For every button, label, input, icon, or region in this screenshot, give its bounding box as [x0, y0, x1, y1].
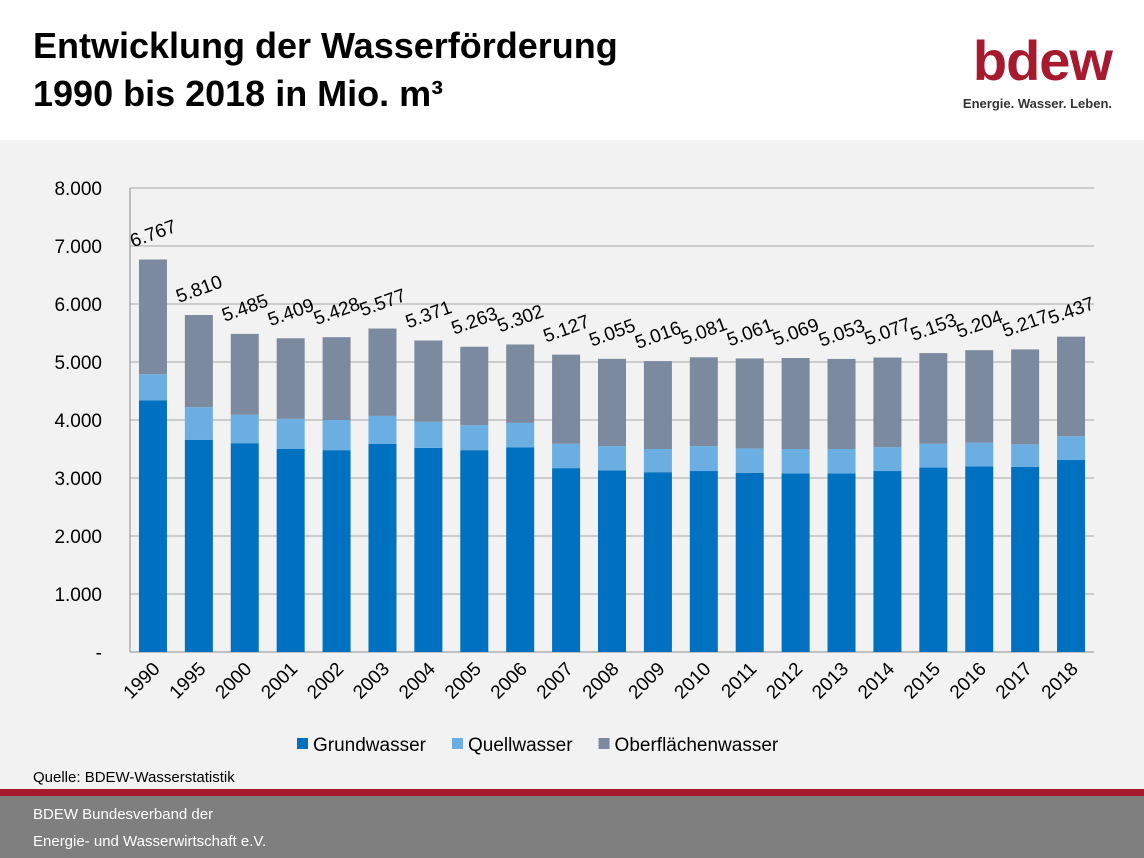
bar-segment — [230, 333, 259, 415]
bar-segment — [414, 421, 443, 448]
bar-segment — [414, 340, 443, 422]
bar-segment — [276, 338, 305, 419]
bar-segment — [827, 449, 856, 474]
legend-label: Quellwasser — [468, 735, 573, 756]
y-tick-label: 5.000 — [54, 353, 102, 374]
bar-segment — [322, 337, 351, 420]
footer: BDEW Bundesverband der — [33, 806, 213, 823]
bar-segment — [781, 449, 810, 474]
bar-segment — [735, 358, 764, 449]
bar-segment — [1011, 444, 1040, 467]
y-tick-label: - — [96, 643, 102, 664]
bar-segment — [460, 346, 489, 426]
bar-segment — [322, 450, 351, 652]
bar-segment — [873, 471, 902, 652]
bar-segment — [598, 446, 626, 471]
bar-segment — [965, 466, 994, 652]
bar-segment — [919, 467, 948, 652]
logo: bdew — [973, 29, 1114, 92]
bar-segment — [781, 357, 810, 449]
bar-segment — [184, 315, 213, 408]
bar-segment — [552, 354, 581, 444]
bar-segment — [735, 448, 764, 473]
bar-segment — [965, 442, 994, 467]
bar-segment — [598, 470, 626, 652]
bar-segment — [552, 443, 581, 469]
bar-segment — [919, 443, 948, 468]
bar-segment — [460, 450, 489, 652]
legend-swatch — [297, 738, 308, 749]
y-tick-label: 1.000 — [54, 585, 102, 606]
bar-segment — [368, 443, 397, 652]
bar-segment — [506, 344, 535, 423]
bar-segment — [368, 328, 397, 416]
source: Quelle: BDEW-Wasserstatistik — [33, 769, 235, 786]
y-tick-label: 2.000 — [54, 527, 102, 548]
bar-segment — [184, 407, 213, 440]
bar-segment — [643, 449, 672, 473]
bar-segment — [322, 420, 351, 451]
bar-segment — [965, 350, 994, 443]
bar-segment — [552, 468, 581, 652]
bar-segment — [414, 447, 443, 652]
bar-segment — [1057, 436, 1086, 461]
title: Entwicklung der Wasserförderung — [33, 25, 618, 66]
bar-segment — [873, 447, 902, 472]
bar-segment — [643, 361, 672, 449]
bar-segment — [781, 473, 810, 652]
legend-swatch — [598, 738, 610, 749]
y-tick-label: 3.000 — [54, 469, 102, 490]
bar-segment — [689, 446, 718, 472]
bar-segment — [827, 358, 856, 449]
footer: Energie- und Wasserwirtschaft e.V. — [33, 833, 266, 850]
bar-segment — [230, 414, 259, 444]
y-tick-label: 6.000 — [54, 295, 102, 316]
bar-segment — [276, 449, 305, 652]
bar-segment — [184, 439, 213, 652]
bar-segment — [919, 353, 948, 444]
bar-segment — [735, 472, 764, 652]
bar-segment — [460, 425, 489, 451]
bar-segment — [1011, 466, 1040, 652]
header-bg — [0, 0, 1144, 140]
bar-segment — [689, 357, 718, 447]
legend-label: Oberflächenwasser — [615, 735, 779, 756]
footer-bg — [0, 796, 1144, 858]
legend-swatch — [452, 738, 463, 749]
y-tick-label: 4.000 — [54, 411, 102, 432]
bar-segment — [138, 374, 167, 401]
bar-segment — [1057, 460, 1086, 652]
bar-segment — [598, 358, 626, 447]
y-tick-label: 8.000 — [54, 179, 102, 200]
title: 1990 bis 2018 in Mio. m³ — [33, 73, 443, 114]
bar-segment — [1011, 349, 1040, 445]
bar-segment — [506, 422, 535, 448]
bar-segment — [689, 471, 718, 652]
bar-segment — [873, 357, 902, 448]
y-tick-label: 7.000 — [54, 237, 102, 258]
bar-segment — [138, 400, 167, 652]
bar-segment — [827, 473, 856, 652]
bar-segment — [368, 415, 397, 444]
bar-segment — [230, 443, 259, 652]
bar-segment — [643, 472, 672, 652]
bar-segment — [506, 447, 535, 652]
bar-segment — [276, 418, 305, 449]
accent-line — [0, 789, 1144, 796]
bar-segment — [138, 259, 167, 375]
tagline: Energie. Wasser. Leben. — [963, 96, 1112, 111]
bar-segment — [1057, 336, 1086, 437]
legend-label: Grundwasser — [313, 735, 427, 756]
